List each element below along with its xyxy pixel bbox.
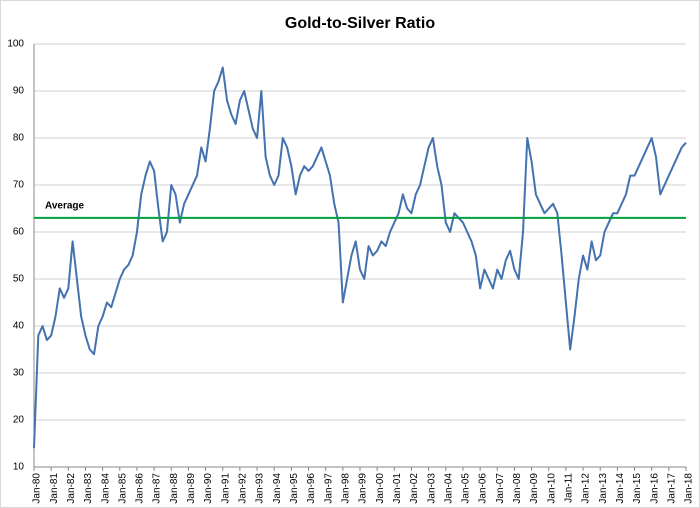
x-tick-label: Jan-91 — [220, 473, 231, 504]
x-tick-label: Jan-07 — [495, 473, 506, 504]
x-tick-label: Jan-96 — [306, 473, 317, 504]
y-tick-label: 10 — [13, 462, 25, 473]
x-tick-label: Jan-83 — [83, 473, 94, 504]
y-tick-label: 70 — [13, 180, 25, 191]
x-tick-label: Jan-18 — [684, 473, 695, 504]
x-tick-label: Jan-99 — [358, 473, 369, 504]
x-tick-label: Jan-08 — [512, 473, 523, 504]
y-tick-label: 80 — [13, 133, 25, 144]
x-tick-label: Jan-84 — [100, 473, 111, 504]
x-tick-label: Jan-15 — [632, 473, 643, 504]
x-tick-label: Jan-11 — [564, 473, 575, 503]
x-tick-label: Jan-97 — [323, 473, 334, 504]
y-tick-label: 30 — [13, 368, 25, 379]
average-label: Average — [45, 201, 85, 212]
x-tick-label: Jan-80 — [32, 473, 43, 504]
x-tick-label: Jan-04 — [443, 473, 454, 504]
x-tick-label: Jan-85 — [117, 473, 128, 504]
y-tick-label: 90 — [13, 86, 25, 97]
x-tick-label: Jan-03 — [426, 473, 437, 504]
x-tick-label: Jan-17 — [666, 473, 677, 504]
x-tick-label: Jan-89 — [186, 473, 197, 504]
x-tick-label: Jan-98 — [340, 473, 351, 504]
x-tick-label: Jan-82 — [66, 473, 77, 504]
x-tick-label: Jan-86 — [135, 473, 146, 504]
x-tick-label: Jan-02 — [409, 473, 420, 504]
x-tick-label: Jan-81 — [49, 473, 60, 504]
chart-title: Gold-to-Silver Ratio — [285, 15, 435, 32]
x-tick-label: Jan-00 — [375, 473, 386, 504]
x-tick-label: Jan-06 — [478, 473, 489, 504]
x-tick-label: Jan-90 — [203, 473, 214, 504]
x-tick-label: Jan-92 — [238, 473, 249, 504]
y-tick-label: 50 — [13, 274, 25, 285]
data-line — [33, 66, 687, 449]
x-tick-label: Jan-87 — [152, 473, 163, 504]
x-tick-label: Jan-88 — [169, 473, 180, 504]
x-tick-label: Jan-95 — [289, 473, 300, 504]
x-tick-label: Jan-93 — [255, 473, 266, 504]
x-tick-label: Jan-14 — [615, 473, 626, 504]
x-tick-label: Jan-16 — [649, 473, 660, 504]
y-tick-label: 60 — [13, 227, 25, 238]
y-tick-label: 20 — [13, 415, 25, 426]
x-tick-label: Jan-10 — [546, 473, 557, 504]
x-tick-label: Jan-13 — [598, 473, 609, 504]
x-tick-label: Jan-94 — [272, 473, 283, 504]
y-tick-label: 100 — [7, 39, 24, 50]
x-tick-label: Jan-01 — [392, 473, 403, 504]
x-tick-label: Jan-05 — [461, 473, 472, 504]
y-tick-label: 40 — [13, 321, 25, 332]
x-tick-label: Jan-12 — [581, 473, 592, 504]
x-tick-label: Jan-09 — [529, 473, 540, 504]
